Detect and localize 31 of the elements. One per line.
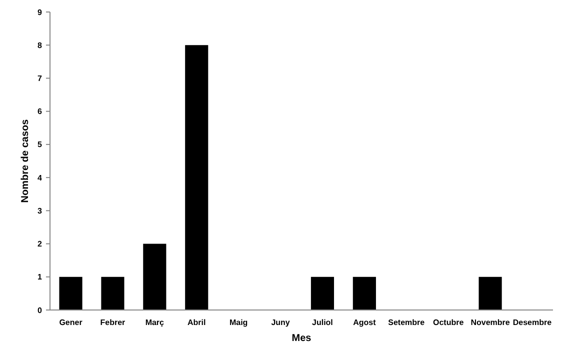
x-tick-label: Maig [229,318,248,327]
x-tick-label: Agost [353,318,376,327]
x-tick-label: Abril [188,318,206,327]
x-tick-label: Juny [271,318,290,327]
bar [59,276,82,310]
y-tick-label: 0 [38,306,43,315]
y-tick-label: 8 [38,40,43,50]
x-tick-label: Juliol [312,318,333,327]
x-tick-label: Març [145,318,165,327]
y-tick-label: 3 [38,206,43,216]
y-tick-label: 9 [38,8,43,17]
bar [352,276,376,310]
x-tick-label: Febrer [100,318,126,327]
x-tick-label: Desembre [512,318,552,327]
bar [310,276,334,310]
x-tick-label: Novembre [470,318,510,327]
y-tick-label: 5 [38,140,43,150]
bar [101,276,124,310]
bar [185,45,208,310]
y-tick-label: 6 [38,107,43,116]
bar [143,244,166,310]
y-tick-label: 4 [38,173,43,182]
bar [478,276,502,310]
x-tick-label: Octubre [432,318,464,327]
y-axis-title: Nombre de casos [20,118,31,203]
y-tick-label: 1 [38,272,43,282]
x-tick-label: Gener [59,318,82,327]
x-axis-title: Mes [292,333,312,344]
y-tick-label: 7 [38,74,43,84]
y-tick-label: 2 [38,240,43,249]
x-tick-label: Setembre [388,318,426,327]
